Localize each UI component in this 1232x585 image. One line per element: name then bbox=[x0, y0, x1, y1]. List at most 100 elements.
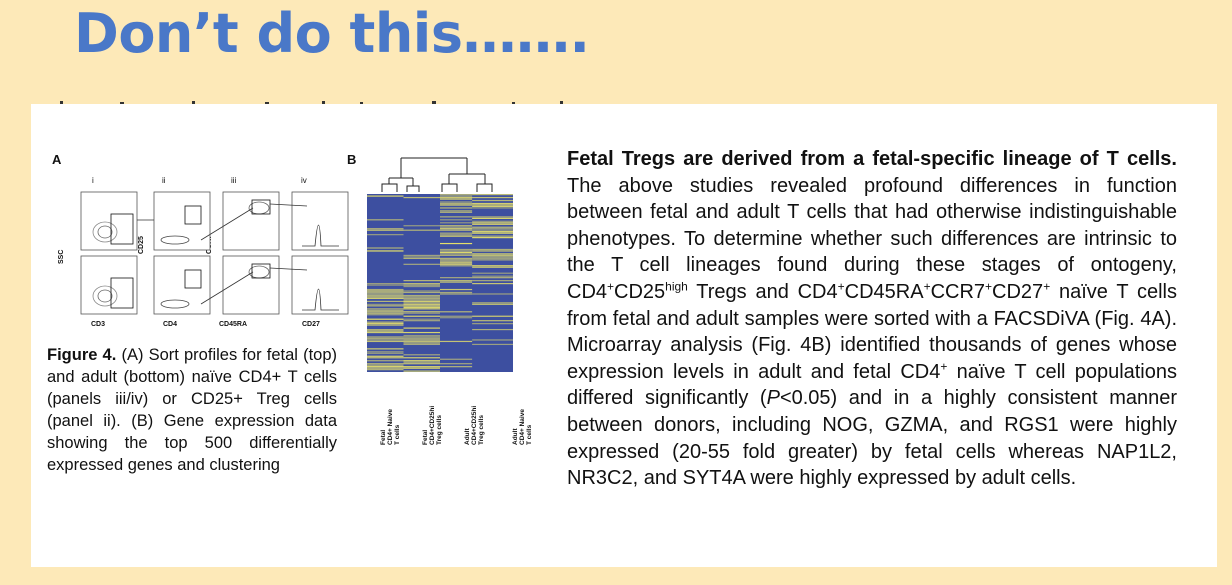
superscript: high bbox=[665, 279, 688, 294]
heatmap-stripe bbox=[367, 305, 404, 307]
figure-4: A i ii iii iv SSC CD25 CCR7 CD3 CD4 CD45… bbox=[52, 152, 533, 445]
body-text-6: CD27 bbox=[992, 280, 1044, 303]
heatmap-stripe bbox=[472, 320, 513, 322]
heatmap-stripe bbox=[472, 216, 513, 218]
heatmap-stripe bbox=[472, 248, 513, 251]
heatmap-stripe bbox=[472, 280, 513, 282]
col-label-1-line3: T cells bbox=[394, 424, 401, 445]
heatmap-stripe bbox=[367, 328, 404, 331]
heatmap-stripe bbox=[403, 357, 440, 359]
heatmap-stripe bbox=[472, 217, 513, 219]
heatmap-stripe bbox=[472, 256, 513, 258]
heatmap-stripe bbox=[440, 363, 473, 365]
col-label-1-line1: Fetal bbox=[380, 430, 387, 445]
body-text-2: CD25 bbox=[614, 280, 666, 303]
heatmap-stripe bbox=[440, 366, 473, 368]
paragraph-lead: Fetal Tregs are derived from a fetal-spe… bbox=[567, 148, 1177, 170]
heatmap-stripe bbox=[472, 250, 513, 252]
heatmap-stripe bbox=[440, 251, 473, 254]
heatmap-stripe bbox=[440, 210, 473, 212]
heatmap-stripe bbox=[403, 294, 440, 297]
subpanel-label-iii: iii bbox=[231, 176, 237, 185]
heatmap-stripe bbox=[472, 229, 513, 231]
heatmap-stripe bbox=[403, 306, 440, 308]
heatmap-stripe bbox=[403, 196, 440, 199]
heatmap-stripe bbox=[472, 315, 513, 317]
heatmap-stripe bbox=[440, 260, 473, 262]
heatmap-stripe bbox=[440, 235, 473, 237]
heatmap-stripe bbox=[367, 336, 404, 338]
heatmap-stripe bbox=[403, 283, 440, 285]
heatmap-stripe bbox=[472, 275, 513, 277]
heatmap-stripe bbox=[440, 277, 473, 279]
heatmap-stripe bbox=[440, 281, 473, 283]
heatmap-stripe bbox=[472, 259, 513, 261]
heatmap-stripe bbox=[472, 253, 513, 255]
col-label-2-line1: Fetal bbox=[422, 430, 429, 445]
heatmap-stripe bbox=[472, 232, 513, 234]
heatmap-stripe bbox=[472, 204, 513, 206]
heatmap-stripe bbox=[367, 300, 404, 302]
heatmap-column-labels: FetalCD4+ NaiveT cells FetalCD4+CD25hiTr… bbox=[380, 406, 533, 445]
heatmap-stripe bbox=[367, 314, 404, 316]
heatmap-stripe bbox=[403, 263, 440, 265]
heatmap-stripe bbox=[440, 317, 473, 319]
heatmap-stripe bbox=[403, 342, 440, 344]
heatmap-stripe bbox=[367, 312, 404, 314]
heatmap-stripe bbox=[440, 202, 473, 205]
heatmap-stripe bbox=[440, 204, 473, 206]
heatmap-stripe bbox=[367, 366, 404, 368]
superscript: + bbox=[607, 279, 615, 294]
col-label-1-line2: CD4+ Naive bbox=[387, 409, 394, 445]
heatmap-stripe bbox=[403, 284, 440, 286]
heatmap-stripe bbox=[472, 339, 513, 341]
heatmap-stripe bbox=[440, 259, 473, 261]
heatmap-stripe bbox=[472, 205, 513, 208]
heatmap-stripe bbox=[403, 339, 440, 341]
heatmap-stripe bbox=[403, 315, 440, 317]
heatmap-stripe bbox=[367, 321, 404, 323]
heatmap-stripe bbox=[472, 257, 513, 259]
heatmap-stripe bbox=[367, 330, 404, 332]
heatmap-stripe bbox=[367, 318, 404, 320]
svg-text:FetalCD4+ NaiveT cells: FetalCD4+ NaiveT cells bbox=[380, 409, 401, 445]
heatmap-stripe bbox=[440, 228, 473, 230]
slide-title: Don’t do this……. bbox=[74, 2, 590, 65]
heatmap-stripe bbox=[367, 340, 404, 343]
heatmap-stripe bbox=[403, 340, 440, 343]
caption-text: (A) Sort profiles for fetal (top) and ad… bbox=[47, 346, 337, 474]
heatmap-stripe bbox=[367, 293, 404, 295]
heatmap-stripe bbox=[440, 194, 473, 196]
heatmap-stripe bbox=[367, 331, 404, 334]
heatmap-stripe bbox=[403, 363, 440, 365]
heatmap-stripe bbox=[403, 343, 440, 346]
superscript: + bbox=[923, 279, 931, 294]
heatmap-stripe bbox=[403, 327, 440, 329]
heatmap-stripe bbox=[367, 247, 404, 249]
subpanel-label-iv: iv bbox=[301, 176, 307, 185]
heatmap-stripe bbox=[367, 352, 404, 354]
paper-excerpt: A i ii iii iv SSC CD25 CCR7 CD3 CD4 CD45… bbox=[31, 104, 1217, 567]
col-label-2-line3: Treg cells bbox=[436, 415, 443, 445]
heatmap-stripe bbox=[403, 354, 440, 356]
heatmap-stripe bbox=[440, 280, 473, 282]
heatmap-stripe bbox=[440, 293, 473, 295]
subpanel-label-ii: ii bbox=[162, 176, 166, 185]
heatmap-stripe bbox=[367, 348, 404, 350]
heatmap-stripe bbox=[403, 361, 440, 363]
body-text-1: The above studies revealed profound diff… bbox=[567, 174, 1177, 303]
col-label-3-line1: Adult bbox=[464, 428, 471, 445]
x-axis-label-cd3: CD3 bbox=[91, 321, 105, 328]
heatmap-stripe bbox=[440, 211, 473, 213]
heatmap-stripe bbox=[367, 339, 404, 341]
heatmap-stripe bbox=[403, 331, 440, 334]
heatmap-stripe bbox=[440, 248, 473, 251]
heatmap-stripe bbox=[367, 363, 404, 365]
superscript: + bbox=[1043, 279, 1051, 294]
heatmap-stripe bbox=[472, 228, 513, 230]
figure-caption: Figure 4. (A) Sort profiles for fetal (t… bbox=[47, 344, 337, 476]
heatmap-stripe bbox=[440, 196, 473, 199]
heatmap-stripe bbox=[440, 226, 473, 228]
heatmap-stripe bbox=[367, 234, 404, 236]
heatmap-stripe bbox=[367, 290, 404, 292]
